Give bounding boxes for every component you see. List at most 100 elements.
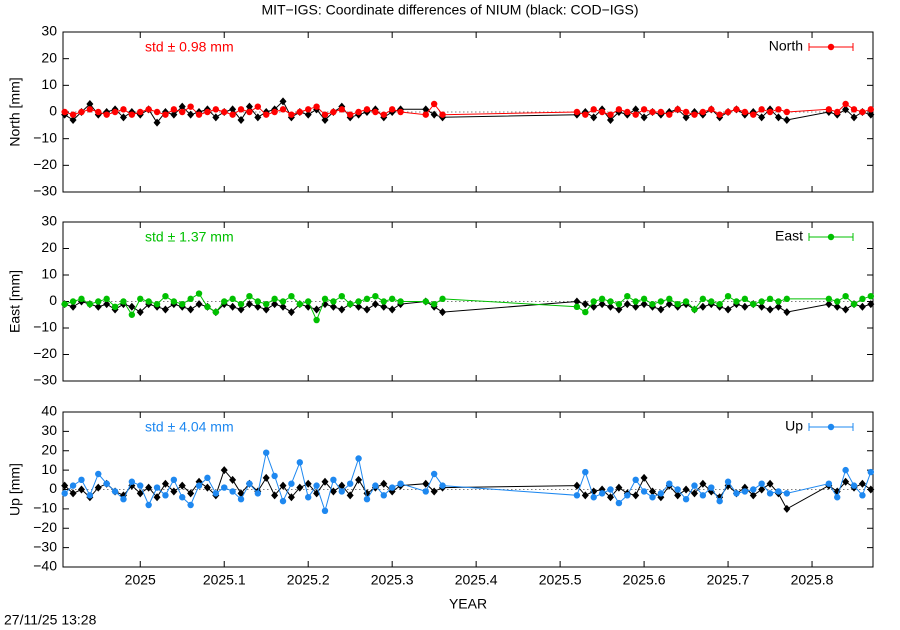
data-point bbox=[749, 491, 757, 500]
data-point bbox=[724, 108, 732, 116]
data-point bbox=[296, 483, 304, 492]
legend-label: Up bbox=[785, 418, 803, 434]
data-point bbox=[271, 491, 279, 500]
series-line bbox=[64, 292, 871, 322]
data-point bbox=[581, 300, 589, 309]
data-point bbox=[246, 108, 253, 116]
data-point bbox=[195, 111, 203, 118]
data-point bbox=[691, 306, 698, 313]
data-point bbox=[850, 113, 858, 122]
data-point bbox=[867, 485, 875, 494]
y-tick-label: 10 bbox=[41, 76, 57, 92]
y-tick-label: −10 bbox=[33, 319, 57, 335]
data-point bbox=[128, 311, 136, 318]
data-point bbox=[271, 295, 278, 303]
data-point bbox=[355, 298, 362, 305]
data-point bbox=[867, 468, 875, 476]
data-point bbox=[775, 298, 782, 305]
data-point bbox=[103, 300, 111, 309]
x-tick-label: 2025.7 bbox=[707, 572, 750, 588]
data-point bbox=[69, 298, 77, 305]
data-point bbox=[850, 482, 858, 489]
data-point bbox=[422, 105, 430, 114]
data-point bbox=[674, 106, 681, 113]
data-point bbox=[229, 302, 237, 311]
data-point bbox=[666, 111, 673, 118]
data-point bbox=[61, 481, 69, 490]
data-point bbox=[724, 478, 732, 485]
data-point bbox=[279, 106, 287, 113]
data-point bbox=[774, 113, 782, 122]
data-point bbox=[582, 308, 589, 316]
data-point bbox=[682, 113, 690, 122]
data-point bbox=[119, 113, 127, 122]
data-point bbox=[842, 305, 850, 314]
data-point bbox=[162, 492, 169, 499]
data-point bbox=[783, 490, 791, 497]
y-tick-label: 30 bbox=[41, 23, 57, 39]
data-point bbox=[833, 487, 841, 496]
chart-title: MIT−IGS: Coordinate differences of NIUM … bbox=[261, 2, 638, 18]
data-point bbox=[86, 492, 94, 499]
data-point bbox=[61, 300, 68, 308]
data-point bbox=[145, 106, 152, 113]
data-point bbox=[397, 298, 404, 305]
data-point bbox=[674, 300, 681, 308]
data-point bbox=[430, 110, 438, 119]
data-point bbox=[859, 108, 866, 116]
data-point bbox=[708, 484, 715, 491]
data-point bbox=[187, 103, 194, 110]
data-point bbox=[758, 485, 766, 494]
data-point bbox=[187, 501, 194, 509]
data-point bbox=[203, 483, 211, 492]
data-point bbox=[850, 106, 858, 113]
data-point bbox=[783, 504, 791, 513]
data-point bbox=[69, 111, 77, 118]
data-point bbox=[288, 480, 295, 487]
data-point bbox=[758, 302, 766, 311]
data-point bbox=[758, 480, 765, 487]
series-line bbox=[64, 300, 871, 313]
data-point bbox=[279, 481, 287, 490]
y-tick-label: −10 bbox=[33, 500, 57, 516]
data-point bbox=[733, 298, 740, 305]
data-point bbox=[254, 103, 262, 110]
data-point bbox=[287, 308, 295, 317]
data-point bbox=[170, 487, 178, 496]
data-point bbox=[95, 298, 102, 305]
data-point bbox=[607, 493, 615, 502]
data-point bbox=[825, 106, 833, 113]
data-point bbox=[78, 476, 85, 484]
y-tick-label: 20 bbox=[41, 239, 57, 255]
data-point bbox=[867, 293, 875, 300]
data-point bbox=[657, 108, 665, 116]
data-point bbox=[363, 495, 371, 503]
data-point bbox=[279, 97, 287, 106]
data-point bbox=[338, 488, 345, 495]
data-point bbox=[245, 300, 253, 309]
data-point bbox=[78, 108, 85, 116]
data-point bbox=[287, 493, 295, 502]
data-point bbox=[674, 491, 682, 500]
data-point bbox=[221, 484, 228, 491]
y-tick-label: −20 bbox=[33, 345, 57, 361]
data-point bbox=[346, 111, 354, 118]
data-point bbox=[640, 300, 648, 309]
data-point bbox=[271, 472, 278, 480]
data-point bbox=[640, 113, 648, 122]
data-point bbox=[624, 108, 631, 116]
y-tick-label: 0 bbox=[49, 292, 57, 308]
data-point bbox=[590, 302, 598, 311]
data-point bbox=[640, 488, 648, 495]
data-point bbox=[363, 106, 371, 113]
data-point bbox=[774, 302, 782, 311]
data-point bbox=[842, 293, 849, 300]
data-point bbox=[691, 482, 698, 489]
data-point bbox=[690, 489, 698, 498]
data-point bbox=[179, 494, 186, 501]
data-point bbox=[388, 295, 396, 303]
data-point bbox=[296, 108, 304, 116]
data-point bbox=[716, 300, 723, 308]
data-point bbox=[859, 295, 866, 303]
data-point bbox=[111, 303, 119, 310]
